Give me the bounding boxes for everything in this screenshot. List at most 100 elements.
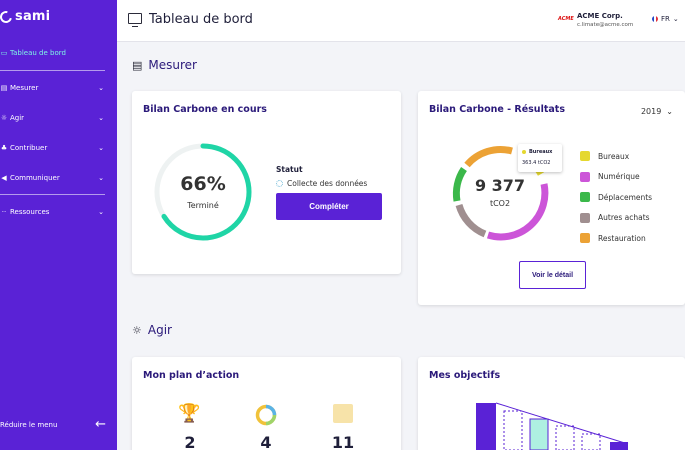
legend-swatch xyxy=(580,233,590,244)
legend-swatch xyxy=(580,192,590,203)
objective-bar-target xyxy=(610,442,628,450)
tooltip-color-dot xyxy=(522,150,526,154)
collapse-menu-button[interactable]: Réduire le menu ← xyxy=(0,418,106,431)
chart-tooltip: Bureaux 363.4 tCO2 xyxy=(518,144,562,172)
company-email: c.limate@acme.com xyxy=(577,22,634,28)
legend-swatch xyxy=(580,212,590,223)
collapse-menu-label: Réduire le menu xyxy=(0,420,58,429)
chart-legend: Bureaux Numérique Déplacements Autres ac… xyxy=(580,146,652,249)
chevron-down-icon: ⌄ xyxy=(98,144,104,152)
legend-item: Numérique xyxy=(580,167,652,188)
legend-label: Déplacements xyxy=(598,192,653,202)
language-selector[interactable]: FR ⌄ xyxy=(652,15,679,23)
page-title: Tableau de bord xyxy=(149,12,253,27)
legend-swatch xyxy=(580,151,590,162)
section-title-agir: ☼ Agir xyxy=(132,323,172,337)
objective-bar xyxy=(581,433,601,450)
sami-logo[interactable]: sami xyxy=(0,8,51,25)
progress-percent: 66% xyxy=(180,173,226,195)
donut-segment-restauration xyxy=(464,145,513,168)
progress-ring-fill xyxy=(154,143,252,241)
chevron-down-icon: ⌄ xyxy=(672,15,679,23)
section-title-label: Agir xyxy=(147,323,172,337)
legend-label: Autres achats xyxy=(598,213,650,223)
donut-segment-deplacements xyxy=(452,167,467,202)
sidebar-item-communiquer[interactable]: ◀ Communiquer ⌄ xyxy=(0,170,106,186)
company-logo: ACME xyxy=(558,16,574,23)
clipboard-icon xyxy=(333,404,353,423)
legend-swatch xyxy=(580,171,590,182)
complete-button[interactable]: Compléter xyxy=(276,193,382,220)
year-selector[interactable]: 2019 ⌄ xyxy=(641,107,673,116)
donut-segment-autres-achats xyxy=(455,203,487,238)
section-title-mesurer: ▤ Mesurer xyxy=(132,58,197,72)
company-name[interactable]: ACME Corp. xyxy=(577,12,623,20)
status-value-text: Collecte des données xyxy=(287,179,368,188)
sidebar-item-agir[interactable]: ☼ Agir ⌄ xyxy=(0,110,106,126)
megaphone-icon: ◀ xyxy=(1,174,7,182)
chevron-down-icon: ⌄ xyxy=(98,208,104,216)
status-value: Collecte des données xyxy=(276,179,367,188)
dashboard-icon: ▭ xyxy=(0,49,8,57)
handshake-icon: ♣ xyxy=(0,144,8,152)
view-details-button[interactable]: Voir le détail xyxy=(519,261,586,289)
card-title: Mon plan d’action xyxy=(143,370,240,381)
chevron-down-icon: ⌄ xyxy=(98,114,104,122)
objective-bar-current xyxy=(529,418,549,450)
current-assessment-card: Bilan Carbone en cours 66% Terminé Statu… xyxy=(132,91,401,274)
sidebar-item-dashboard[interactable]: ▭ Tableau de bord xyxy=(0,45,106,61)
sidebar-item-contribuer[interactable]: ♣ Contribuer ⌄ xyxy=(0,140,106,156)
card-title: Mes objectifs xyxy=(429,370,501,381)
tooltip-value: 363.4 tCO2 xyxy=(522,160,551,166)
chevron-down-icon: ⌄ xyxy=(98,174,104,182)
donut-segment-numerique xyxy=(486,183,549,241)
sidebar-item-label: Mesurer xyxy=(10,84,39,92)
lightbulb-icon: ☼ xyxy=(132,323,142,337)
legend-label: Restauration xyxy=(598,233,646,243)
brand-name: sami xyxy=(15,9,51,24)
trophy-icon: 🏆 xyxy=(178,403,201,424)
objective-bar-baseline xyxy=(476,403,496,450)
loading-icon xyxy=(276,180,283,187)
sidebar-item-ressources[interactable]: ·· Ressources ⌄ xyxy=(0,204,106,220)
lightbulb-icon: ☼ xyxy=(0,114,8,122)
results-card: Bilan Carbone - Résultats 2019 ⌄ 9 377 t… xyxy=(418,91,685,305)
card-title: Bilan Carbone - Résultats xyxy=(429,104,565,115)
sidebar-item-label: Tableau de bord xyxy=(10,49,66,57)
top-bar: Tableau de bord ACME ACME Corp. c.limate… xyxy=(117,0,685,42)
sidebar-item-mesurer[interactable]: ▤ Mesurer ⌄ xyxy=(0,80,106,96)
legend-item: Autres achats xyxy=(580,208,652,229)
objective-bar xyxy=(555,425,575,450)
chevron-down-icon: ⌄ xyxy=(666,107,673,116)
stat-value: 11 xyxy=(331,433,355,450)
progress-caption: Terminé xyxy=(187,201,219,210)
sidebar-item-label: Ressources xyxy=(10,208,50,216)
stat-value: 2 xyxy=(184,433,196,450)
stat-value: 4 xyxy=(260,433,272,450)
chevron-down-icon: ⌄ xyxy=(98,84,104,92)
france-flag-icon xyxy=(652,16,658,22)
sidebar-divider xyxy=(0,194,105,195)
legend-label: Numérique xyxy=(598,172,640,182)
objective-bar xyxy=(503,410,523,450)
language-label: FR xyxy=(661,15,670,23)
action-plan-card: Mon plan d’action 🏆 2 4 11 xyxy=(132,357,401,450)
donut-total-unit: tCO2 xyxy=(489,199,511,208)
legend-item: Bureaux xyxy=(580,146,652,167)
dots-icon: ·· xyxy=(1,208,7,216)
progress-ring-icon xyxy=(255,404,277,426)
donut-total-value: 9 377 xyxy=(474,176,526,195)
results-donut-chart xyxy=(452,145,549,241)
progress-ring xyxy=(154,143,252,241)
legend-item: Déplacements xyxy=(580,187,652,208)
dashboard-icon xyxy=(128,13,142,27)
status-label: Statut xyxy=(276,165,303,174)
objectives-card: Mes objectifs xyxy=(418,357,685,450)
sidebar-item-label: Contribuer xyxy=(10,144,48,152)
sami-logo-icon xyxy=(0,8,15,25)
legend-label: Bureaux xyxy=(598,151,630,161)
tooltip-label: Bureaux xyxy=(529,149,553,155)
card-title: Bilan Carbone en cours xyxy=(143,104,267,115)
objectives-trajectory-chart xyxy=(476,402,629,450)
sidebar-item-label: Communiquer xyxy=(10,174,60,182)
